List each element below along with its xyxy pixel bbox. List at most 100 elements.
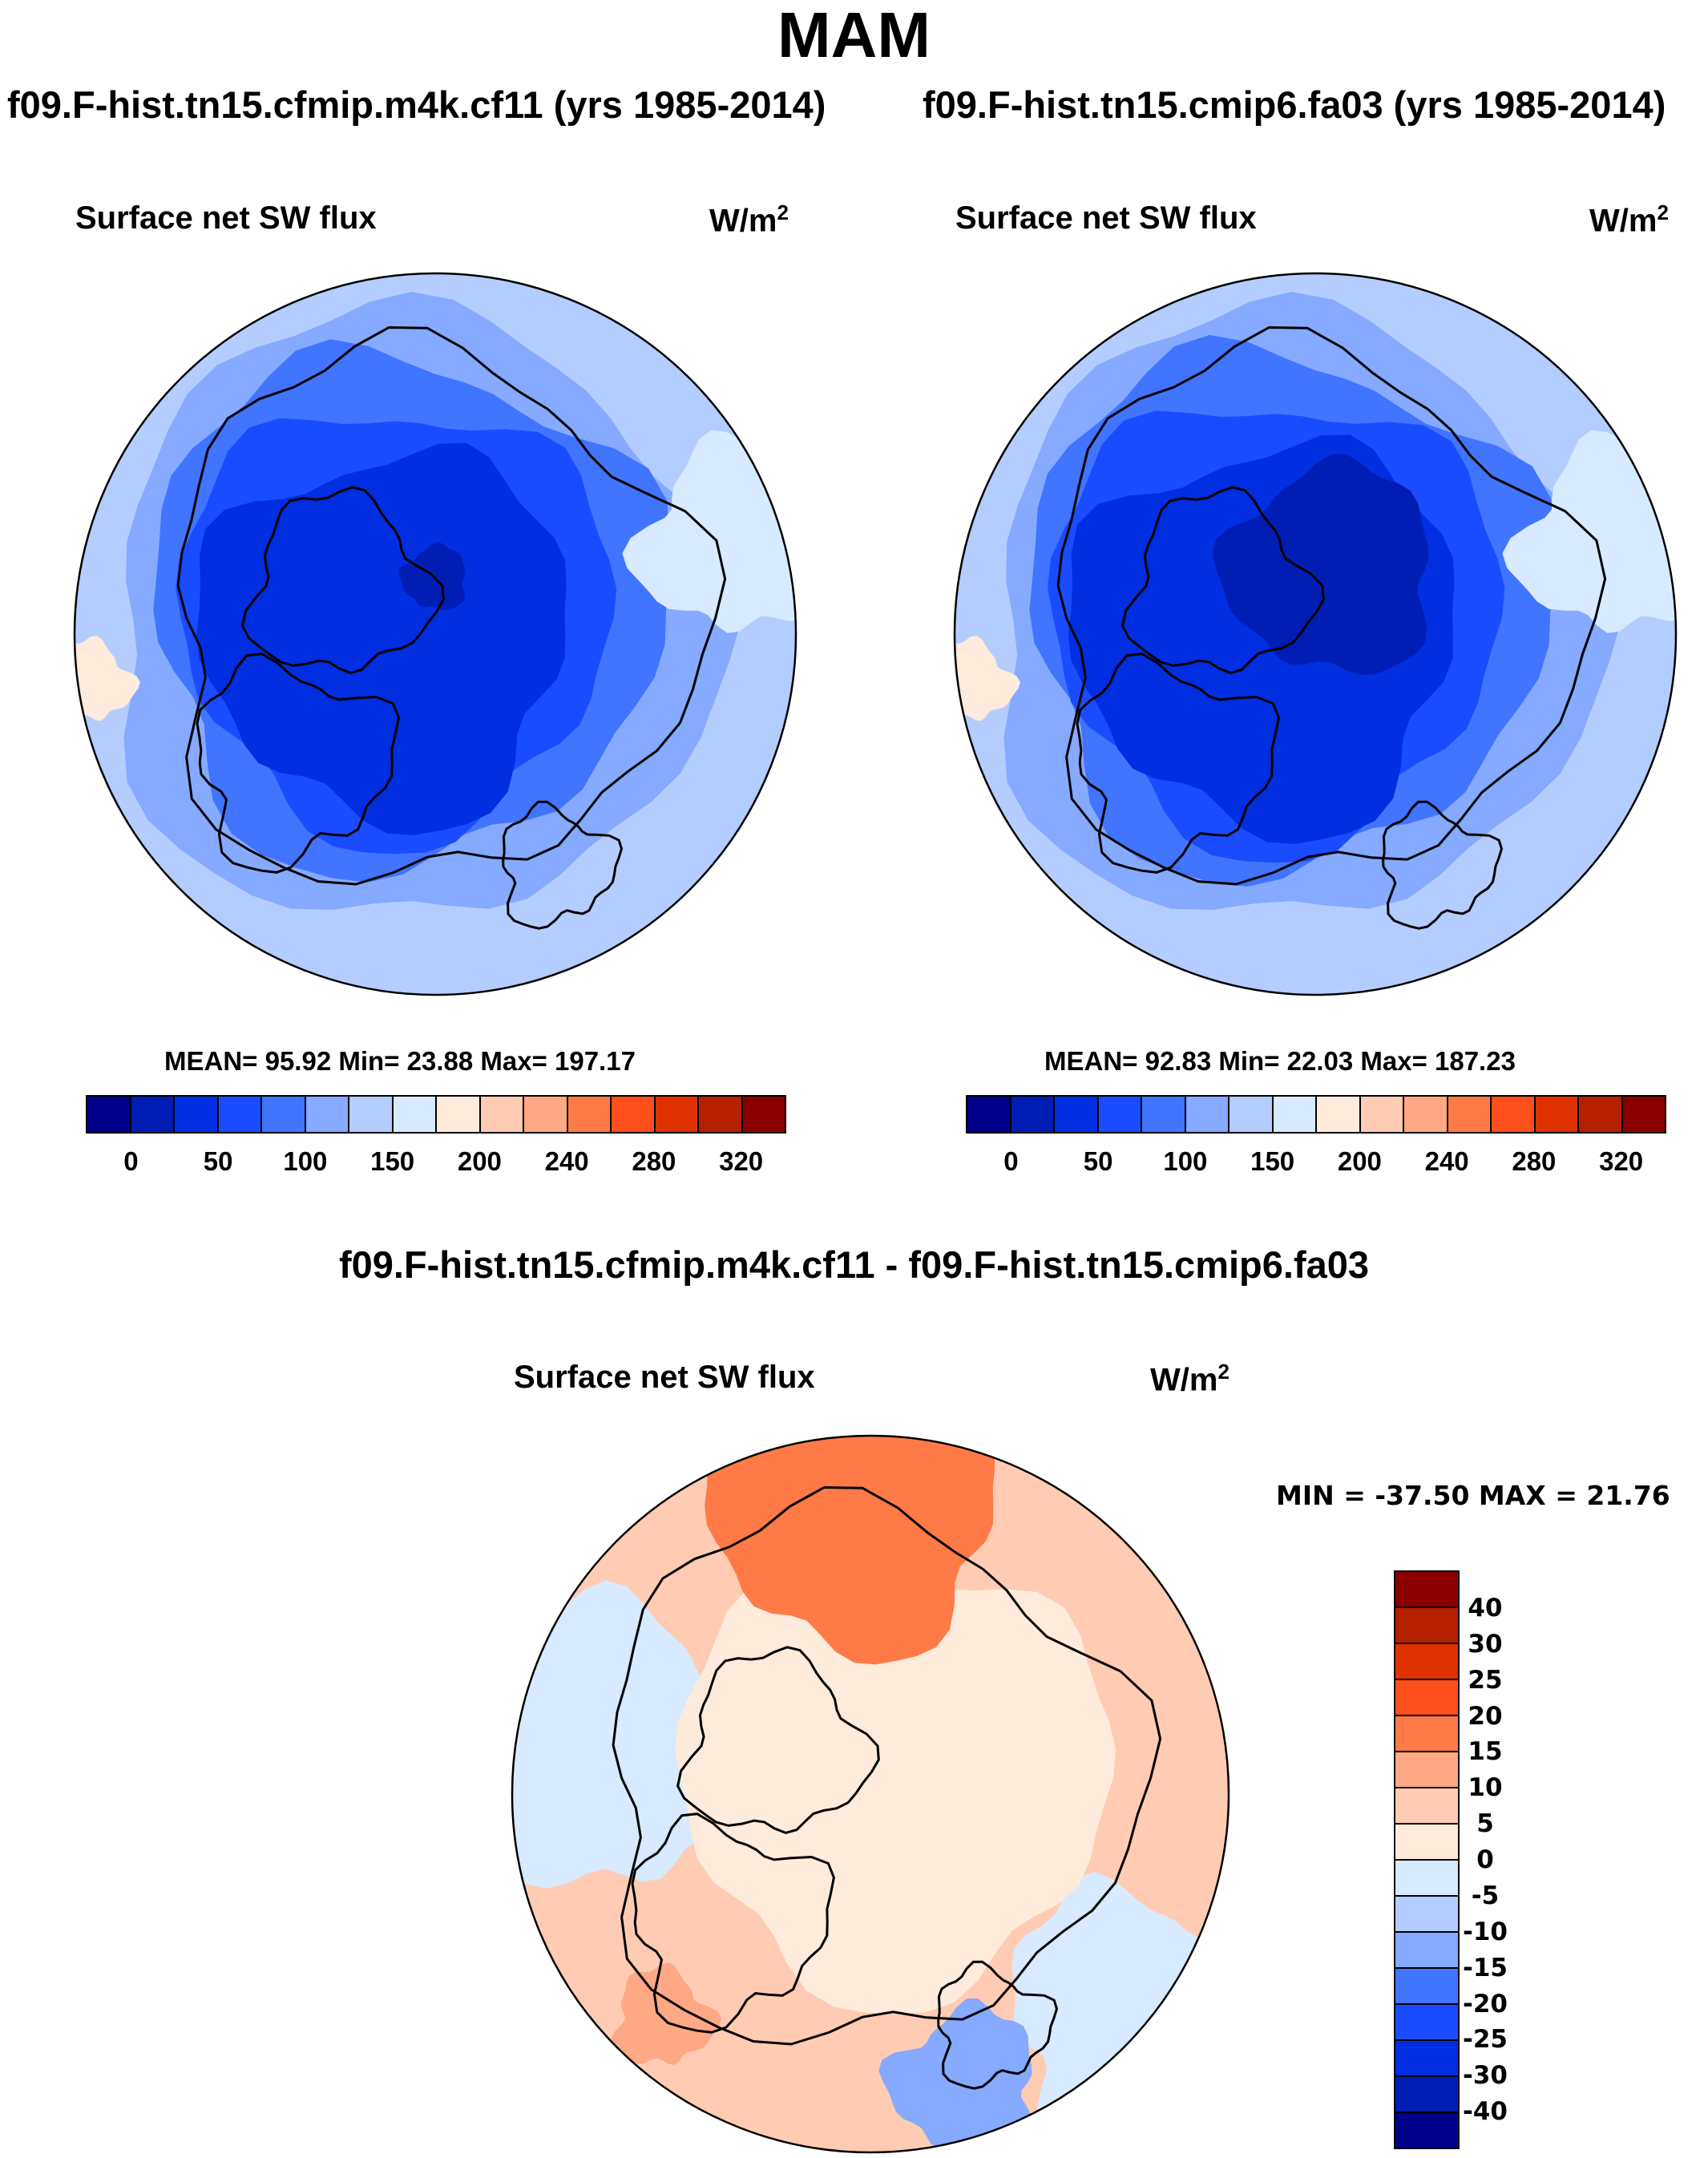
coastline (937, 1960, 1059, 2090)
coastline (676, 1646, 880, 1834)
colorbar-box (1185, 1097, 1230, 1132)
colorbar-tick-label: 320 (1599, 1146, 1644, 1176)
colorbar-box (967, 1097, 1011, 1132)
colorbar-tick-label: -10 (1462, 1917, 1508, 1946)
panel3-units-exp: 2 (1217, 1360, 1230, 1384)
colorbar-box (1098, 1097, 1142, 1132)
colorbar-box (1395, 2113, 1458, 2148)
colorbar-box (87, 1097, 131, 1132)
left-case-title: f09.F-hist.tn15.cfmip.m4k.cf11 (yrs 1985… (7, 83, 826, 126)
field-layer (512, 1436, 1229, 2152)
field-layer (75, 273, 796, 995)
colorbar-tick-label: 320 (719, 1146, 764, 1176)
colorbar-box (1395, 2005, 1458, 2041)
colorbar-box (612, 1097, 656, 1132)
colorbar-box (567, 1097, 612, 1132)
map-boundary (511, 1434, 1230, 2154)
colorbar-tick-label: -40 (1462, 2097, 1508, 2127)
colorbar-tick-label: 240 (544, 1146, 589, 1176)
coastline (1076, 653, 1280, 874)
colorbar-box (1395, 2041, 1458, 2077)
colorbar-box (524, 1097, 568, 1132)
panel1-variable-title: Surface net SW flux (75, 200, 377, 236)
contour-region (955, 636, 1020, 721)
colorbar-tick-label: 50 (1083, 1146, 1113, 1176)
panel2-polar-map (953, 272, 1678, 996)
map-boundary (953, 272, 1678, 996)
colorbar-box (480, 1097, 524, 1132)
contour-region (1212, 454, 1429, 675)
colorbar-box (1395, 1969, 1458, 2005)
map-boundary (73, 272, 797, 996)
colorbar-tick-label: 200 (1337, 1146, 1382, 1176)
panel3-units-base: W/m (1150, 1362, 1218, 1398)
contour-region (675, 1578, 1116, 2015)
coastline (241, 486, 445, 674)
colorbar-box (1395, 1788, 1458, 1825)
colorbar-box (655, 1097, 699, 1132)
coastline (612, 1485, 1162, 2046)
panel1-polar-map (73, 272, 797, 996)
difference-title: f09.F-hist.tn15.cfmip.m4k.cf11 - f09.F-h… (338, 1243, 1370, 1286)
colorbar-tick-label: -30 (1462, 2061, 1508, 2091)
panel2-colorbar (966, 1095, 1666, 1134)
colorbar-box (1448, 1097, 1492, 1132)
colorbar-tick-label: 0 (1003, 1146, 1019, 1176)
colorbar-box (1404, 1097, 1448, 1132)
colorbar-box (1395, 2077, 1458, 2113)
contour-region (610, 1962, 722, 2065)
colorbar-box (305, 1097, 349, 1132)
colorbar-box (1395, 1752, 1458, 1788)
panel2-units-base: W/m (1589, 203, 1658, 239)
colorbar-tick-label: 200 (457, 1146, 502, 1176)
colorbar-box (131, 1097, 175, 1132)
colorbar-box (742, 1097, 785, 1132)
coastline (502, 800, 624, 930)
colorbar-box (393, 1097, 437, 1132)
panel2-variable-title: Surface net SW flux (955, 200, 1257, 236)
colorbar-tick-label: 150 (1250, 1146, 1295, 1176)
colorbar-box (1317, 1097, 1361, 1132)
colorbar-tick-label: 240 (1424, 1146, 1469, 1176)
panel3-variable-title: Surface net SW flux (514, 1360, 815, 1395)
colorbar-box (1395, 1716, 1458, 1752)
panel3-units: W/m2 (1150, 1360, 1230, 1398)
colorbar-tick-label: 20 (1468, 1701, 1503, 1731)
colorbar-tick-label: -15 (1462, 1953, 1508, 1982)
colorbar-tick-label: 100 (283, 1146, 328, 1176)
coastline (1121, 486, 1325, 674)
colorbar-box (1055, 1097, 1099, 1132)
colorbar-box (1142, 1097, 1186, 1132)
panel1-units-exp: 2 (777, 200, 789, 224)
colorbar-box (1622, 1097, 1665, 1132)
contour-region (196, 443, 567, 835)
colorbar-box (1492, 1097, 1536, 1132)
colorbar-box (1011, 1097, 1055, 1132)
colorbar-box (175, 1097, 219, 1132)
colorbar-box (1360, 1097, 1404, 1132)
colorbar-tick-label: -20 (1462, 1989, 1508, 2019)
coastline (176, 325, 727, 886)
colorbar-tick-label: 0 (1476, 1845, 1494, 1874)
right-case-title: f09.F-hist.tn15.cmip6.fa03 (yrs 1985-201… (923, 83, 1666, 126)
colorbar-tick-label: 5 (1476, 1809, 1494, 1839)
colorbar-box (1395, 1608, 1458, 1644)
colorbar-tick-label: 15 (1468, 1737, 1503, 1767)
colorbar-tick-label: -25 (1462, 2025, 1508, 2055)
colorbar-box (1273, 1097, 1317, 1132)
colorbar-box (437, 1097, 481, 1132)
colorbar-box (218, 1097, 262, 1132)
colorbar-box (1395, 1644, 1458, 1680)
colorbar-tick-label: 10 (1468, 1773, 1503, 1803)
colorbar-tick-label: 30 (1468, 1629, 1503, 1659)
coastline (1056, 325, 1607, 886)
colorbar-box (1395, 1572, 1458, 1608)
contour-region (705, 1436, 995, 1665)
panel1-units-base: W/m (709, 203, 777, 239)
colorbar-box (1395, 1933, 1458, 1969)
colorbar-box (349, 1097, 394, 1132)
panel1-units: W/m2 (709, 200, 789, 239)
panel3-colorbar (1394, 1570, 1460, 2149)
coastline (631, 1812, 835, 2034)
figure-title: MAM (777, 0, 931, 71)
